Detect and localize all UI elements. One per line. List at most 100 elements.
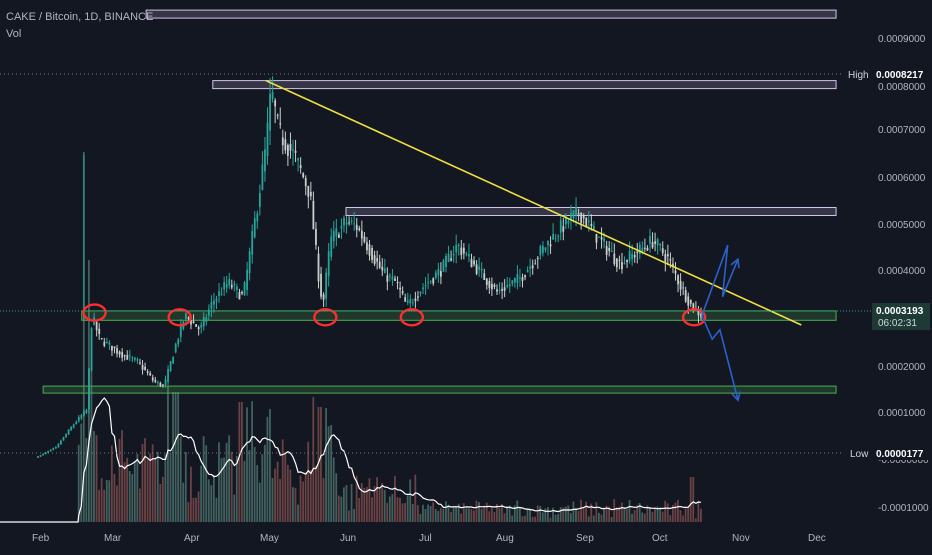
candle-body <box>88 368 90 410</box>
candle-body <box>511 280 514 284</box>
candle-body <box>139 362 141 364</box>
candle-body <box>524 275 526 278</box>
candle-body <box>325 272 328 299</box>
volume-bar <box>529 508 531 522</box>
volume-bar <box>671 505 674 522</box>
candle-body <box>615 258 618 268</box>
volume-bar <box>269 408 271 522</box>
volume-bar <box>358 497 361 522</box>
candle-body <box>72 424 75 428</box>
volume-bar <box>299 475 302 522</box>
volume-bar <box>353 508 355 522</box>
projection-arrow-head <box>731 391 741 402</box>
volume-bar <box>274 468 276 522</box>
volume-bar <box>228 435 231 522</box>
candle-body <box>462 247 465 254</box>
volume-bar <box>485 502 488 522</box>
volume-bar <box>692 477 695 522</box>
volume-bar <box>562 507 565 522</box>
volume-bar <box>151 444 154 522</box>
volume-bar <box>320 407 322 522</box>
volume-bar <box>460 513 463 522</box>
volume-bar <box>230 451 233 522</box>
volume-bar <box>506 506 508 522</box>
x-tick-label: Aug <box>496 533 514 544</box>
candle-body <box>442 260 445 272</box>
volume-bar <box>121 430 123 522</box>
volume-bar <box>182 482 185 522</box>
volume-bar <box>343 487 345 522</box>
candle-body <box>618 259 621 261</box>
volume-bar <box>615 507 618 522</box>
candle-body <box>391 276 394 280</box>
volume-bar <box>82 152 85 522</box>
volume-bar <box>235 455 238 522</box>
candle-body <box>159 382 162 387</box>
candle-body <box>587 220 590 222</box>
volume-bar <box>575 507 577 522</box>
volume-bar <box>93 430 95 522</box>
trendline <box>265 79 802 326</box>
candle-body <box>427 282 430 284</box>
volume-bar <box>445 501 447 522</box>
volume-bar <box>256 465 259 522</box>
volume-bar <box>518 508 521 522</box>
candle-body <box>368 244 371 256</box>
candle-body <box>105 341 108 343</box>
candle-body <box>348 222 350 224</box>
volume-bar <box>587 516 590 522</box>
candle-body <box>228 279 231 286</box>
volume-bar <box>572 501 575 522</box>
volume-bar <box>233 494 236 522</box>
volume-bar <box>524 515 526 522</box>
candle-body <box>131 357 134 359</box>
candle-body <box>185 313 187 319</box>
candle-body <box>605 246 608 256</box>
low-marker: Low 0.0000177 <box>0 446 930 460</box>
volume-bar <box>419 514 422 522</box>
candle-body <box>399 287 401 290</box>
volume-bar <box>600 514 603 522</box>
volume-bar <box>580 499 582 522</box>
volume-bar <box>80 423 83 522</box>
candle-body <box>294 150 297 153</box>
candle-body <box>480 268 483 271</box>
candle-body <box>429 280 432 282</box>
volume-bar <box>544 508 547 522</box>
projection-arrow <box>701 315 739 401</box>
volume-bar <box>136 453 139 522</box>
candle-body <box>169 361 172 372</box>
candle-body <box>516 274 519 284</box>
last-price-tag: 0.0003193 06:02:31 <box>0 303 930 330</box>
volume-bar <box>330 425 333 522</box>
volume-bar <box>297 504 299 522</box>
projection-arrow-head <box>730 257 740 269</box>
candle-body <box>600 237 603 240</box>
candle-body <box>570 213 572 220</box>
volume-bar <box>126 457 129 522</box>
volume-bar <box>85 438 88 522</box>
candle-body <box>269 93 271 131</box>
volume-bar <box>457 503 460 522</box>
candle-body <box>236 286 238 290</box>
volume-bar <box>654 507 656 522</box>
volume-bar <box>536 505 539 522</box>
candle-body <box>697 309 700 316</box>
volume-bar <box>386 502 389 522</box>
volume-bar <box>623 508 626 522</box>
candle-body <box>638 244 641 254</box>
volume-bar <box>248 450 251 522</box>
candle-body <box>47 451 50 453</box>
candle-body <box>174 343 177 353</box>
candle-body <box>366 242 368 251</box>
annotation-circle <box>82 303 107 322</box>
candle-body <box>598 236 600 238</box>
volume-bar <box>363 488 366 522</box>
candle-body <box>414 298 417 302</box>
candle-body <box>531 265 534 269</box>
candle-body <box>457 245 460 247</box>
candle-body <box>177 339 180 345</box>
volume-bar <box>552 507 554 522</box>
